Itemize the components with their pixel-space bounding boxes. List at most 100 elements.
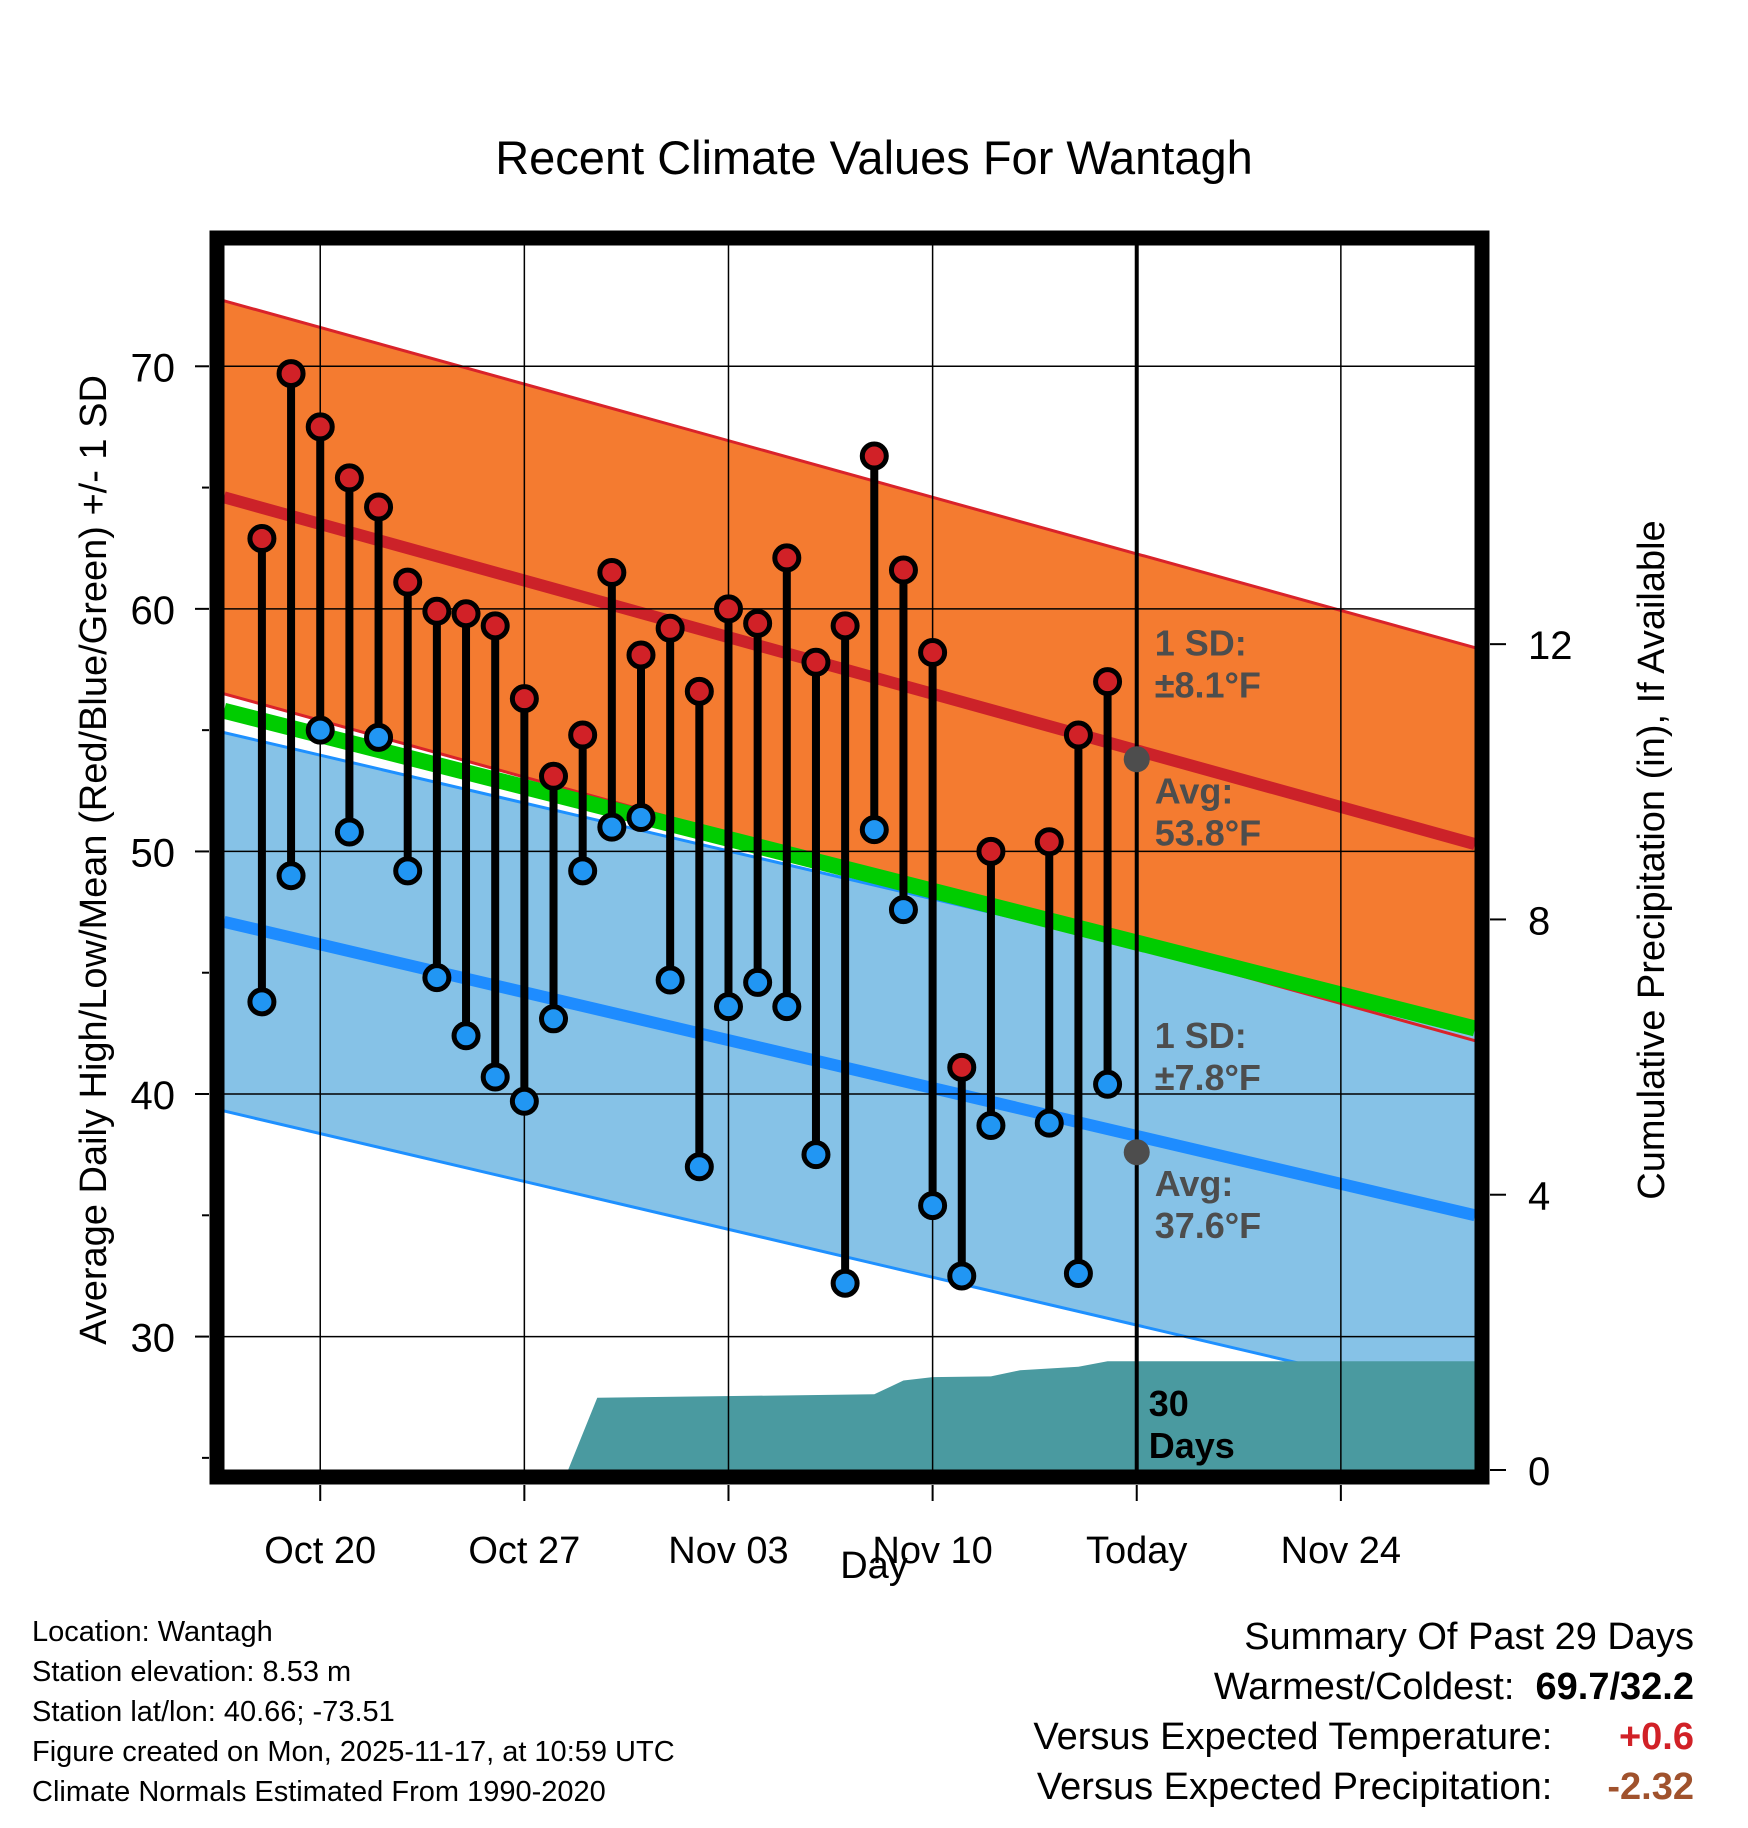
y2-tick-label: 8	[1528, 899, 1550, 943]
low-sd-title: 1 SD:	[1155, 1015, 1247, 1056]
day-range	[364, 492, 394, 752]
day-range	[801, 647, 831, 1170]
precip-days-unit: Days	[1149, 1425, 1235, 1466]
high-temp-point	[539, 761, 569, 791]
low-temp-point	[859, 815, 889, 845]
low-temp-point	[801, 1140, 831, 1170]
low-temp-point	[918, 1191, 948, 1221]
low-temp-point	[655, 965, 685, 995]
summary-title: Summary Of Past 29 Days	[1244, 1616, 1694, 1658]
x-tick-label: Nov 03	[668, 1530, 788, 1572]
y-tick-label: 30	[131, 1317, 176, 1361]
low-temp-point	[509, 1086, 539, 1116]
x-tick-label: Nov 10	[872, 1530, 992, 1572]
high-temp-point	[509, 684, 539, 714]
day-range	[859, 441, 889, 845]
y-tick-label: 60	[131, 589, 176, 633]
day-range	[655, 613, 685, 995]
chart-title: Recent Climate Values For Wantagh	[495, 131, 1253, 184]
day-range	[539, 761, 569, 1034]
high-temp-point	[626, 640, 656, 670]
low-temp-point	[684, 1152, 714, 1182]
high-temp-point	[597, 557, 627, 587]
high-temp-point	[859, 441, 889, 471]
mean-line	[224, 702, 1475, 1037]
climate-chart: Recent Climate Values For Wantagh 1 SD:±…	[73, 131, 1673, 1587]
low-temp-point	[1034, 1108, 1064, 1138]
y-tick-label: 70	[131, 346, 176, 390]
precip-value: -2.32	[1607, 1766, 1694, 1808]
y-axis-label: Average Daily High/Low/Mean (Red/Blue/Gr…	[73, 375, 115, 1345]
precip-days-number: 30	[1149, 1383, 1189, 1424]
x-tick-label: Oct 27	[468, 1530, 580, 1572]
warmest-coldest-value: 69.7/32.2	[1535, 1666, 1694, 1708]
day-range	[597, 557, 627, 842]
precip-area	[568, 1361, 1475, 1470]
day-range	[509, 684, 539, 1116]
high-temp-point	[772, 543, 802, 573]
y-tick-label: 50	[131, 831, 176, 875]
day-range	[947, 1052, 977, 1291]
high-band-upper-edge	[224, 299, 1475, 650]
day-range	[451, 599, 481, 1051]
high-temp-point	[947, 1052, 977, 1082]
high-temp-point	[364, 492, 394, 522]
day-range	[276, 359, 306, 891]
high-avg-line	[224, 491, 1475, 850]
day-range	[393, 567, 423, 886]
high-temp-point	[655, 613, 685, 643]
high-avg-title: Avg:	[1155, 770, 1234, 811]
low-temp-point	[947, 1261, 977, 1291]
day-range	[1093, 667, 1123, 1099]
high-temp-point	[276, 359, 306, 389]
plot-border	[209, 230, 1490, 1485]
warmest-coldest-label: Warmest/Coldest:	[1213, 1666, 1515, 1708]
low-temp-point	[480, 1062, 510, 1092]
low-temp-point	[451, 1021, 481, 1051]
low-temp-point	[1063, 1259, 1093, 1289]
day-range	[888, 555, 918, 925]
x-tick-label: Nov 24	[1281, 1530, 1401, 1572]
low-temp-point	[334, 817, 364, 847]
high-temp-point	[888, 555, 918, 585]
high-temp-point	[918, 638, 948, 668]
latlon-text: Station lat/lon: 40.66; -73.51	[32, 1696, 395, 1728]
low-temp-point	[305, 715, 335, 745]
high-temp-point	[743, 608, 773, 638]
day-range	[772, 543, 802, 1022]
low-temp-point	[713, 992, 743, 1022]
low-temp-point	[888, 895, 918, 925]
high-temp-point	[568, 720, 598, 750]
day-range	[830, 611, 860, 1298]
high-temp-point	[830, 611, 860, 641]
low-temp-point	[743, 967, 773, 997]
high-temp-point	[976, 836, 1006, 866]
day-range	[334, 463, 364, 847]
low-temp-point	[597, 812, 627, 842]
low-temp-point	[830, 1268, 860, 1298]
elevation-text: Station elevation: 8.53 m	[32, 1656, 352, 1688]
high-temp-point	[422, 596, 452, 626]
low-temp-point	[422, 963, 452, 993]
y2-tick-label: 12	[1528, 624, 1573, 668]
high-temp-point	[801, 647, 831, 677]
day-range	[422, 596, 452, 993]
day-range	[626, 640, 656, 832]
low-avg-value: 37.6°F	[1155, 1205, 1261, 1246]
low-temp-point	[976, 1111, 1006, 1141]
daily-range-bars	[247, 359, 1123, 1298]
low-temp-point	[568, 856, 598, 886]
temp-label: Versus Expected Temperature:	[1033, 1716, 1553, 1758]
low-avg-today-marker	[1123, 1139, 1150, 1166]
y-tick-label: 40	[131, 1074, 176, 1118]
day-range	[1063, 720, 1093, 1289]
high-temp-point	[684, 676, 714, 706]
x-tick-label: Today	[1086, 1530, 1187, 1572]
low-temp-point	[364, 722, 394, 752]
axes: 30 40 50 60 70 0 4 8 12 Oct 20 Oct 27 Nov 03 Nov 10 T…	[131, 346, 1573, 1572]
x-tick-label: Oct 20	[264, 1530, 376, 1572]
day-range	[480, 611, 510, 1092]
temp-value: +0.6	[1618, 1716, 1694, 1758]
station-info: Location: Wantagh Station elevation: 8.5…	[32, 1612, 675, 1812]
plot-frame	[209, 230, 1490, 1485]
